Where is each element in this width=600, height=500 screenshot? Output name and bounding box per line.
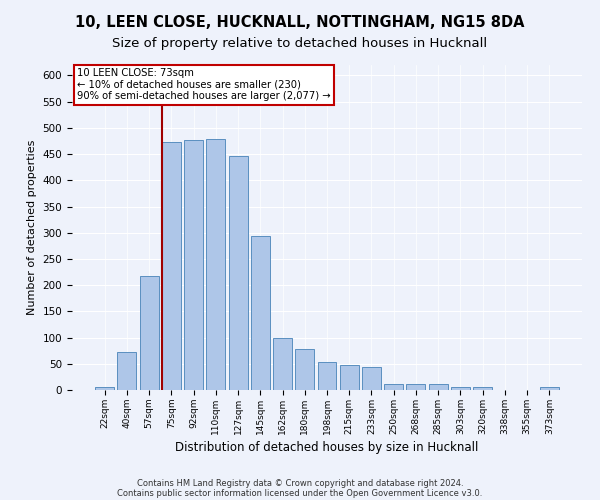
Bar: [273, 338, 292, 390]
Bar: [340, 366, 359, 390]
Bar: [95, 388, 114, 390]
Text: Size of property relative to detached houses in Hucknall: Size of property relative to detached ho…: [112, 38, 488, 51]
Text: Contains HM Land Registry data © Crown copyright and database right 2024.: Contains HM Land Registry data © Crown c…: [137, 478, 463, 488]
Bar: [429, 384, 448, 390]
Bar: [140, 276, 158, 390]
Text: Contains public sector information licensed under the Open Government Licence v3: Contains public sector information licen…: [118, 488, 482, 498]
Bar: [206, 139, 225, 390]
Text: 10 LEEN CLOSE: 73sqm
← 10% of detached houses are smaller (230)
90% of semi-deta: 10 LEEN CLOSE: 73sqm ← 10% of detached h…: [77, 68, 331, 102]
Bar: [317, 362, 337, 390]
Text: 10, LEEN CLOSE, HUCKNALL, NOTTINGHAM, NG15 8DA: 10, LEEN CLOSE, HUCKNALL, NOTTINGHAM, NG…: [75, 15, 525, 30]
Bar: [451, 388, 470, 390]
Bar: [118, 352, 136, 390]
Bar: [162, 142, 181, 390]
Y-axis label: Number of detached properties: Number of detached properties: [27, 140, 37, 315]
Bar: [184, 140, 203, 390]
Bar: [251, 236, 270, 390]
Bar: [229, 156, 248, 390]
Bar: [406, 384, 425, 390]
Bar: [473, 388, 492, 390]
Bar: [295, 349, 314, 390]
Bar: [384, 384, 403, 390]
X-axis label: Distribution of detached houses by size in Hucknall: Distribution of detached houses by size …: [175, 441, 479, 454]
Bar: [540, 388, 559, 390]
Bar: [362, 368, 381, 390]
